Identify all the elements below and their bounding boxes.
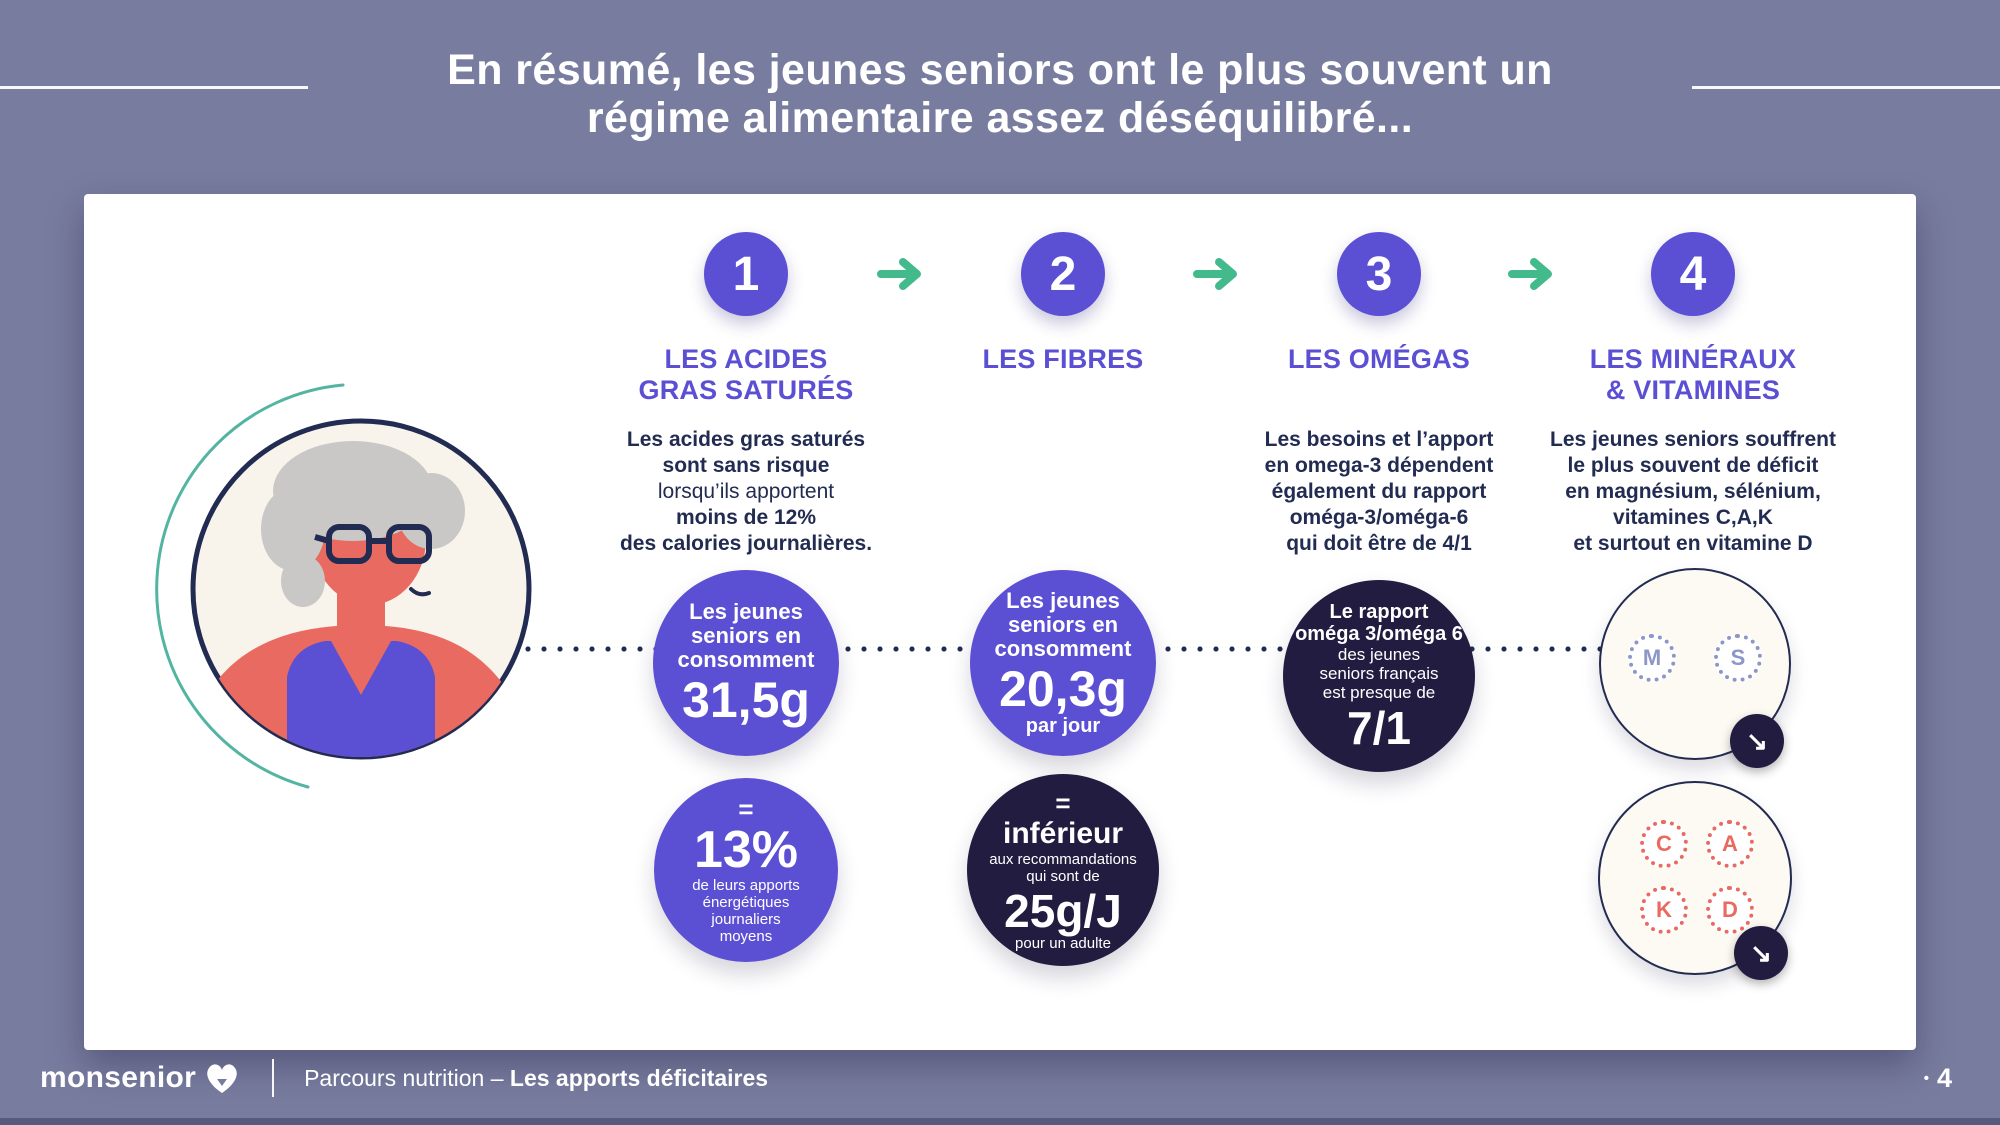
vitamin-badge-k: K: [1640, 886, 1688, 934]
footer-section: Parcours nutrition – Les apports déficit…: [304, 1065, 768, 1092]
minerals-circle: M S ↘: [1599, 568, 1791, 768]
fiber-intake-circle: Les jeunes seniors en consomment 20,3g p…: [970, 570, 1156, 756]
step-1-title: LES ACIDES GRAS SATURÉS: [638, 344, 854, 405]
step-1-number: 1: [704, 232, 788, 316]
step-2-number: 2: [1021, 232, 1105, 316]
arrow-right-icon: [877, 258, 921, 290]
bottom-edge: [0, 1118, 2000, 1125]
diagonal-arrow-icon: ↘: [1734, 926, 1788, 980]
slide-title-line2: régime alimentaire assez déséquilibré...: [586, 94, 1414, 142]
step-4-description: Les jeunes seniors souffrent le plus sou…: [1550, 428, 1836, 555]
omega-ratio-value: 7/1: [1347, 701, 1411, 754]
slide-title: En résumé, les jeunes seniors ont le plu…: [0, 46, 2000, 142]
arrow-right-icon: [1508, 258, 1552, 290]
page-number: • 4: [1923, 1062, 1952, 1093]
step-1-description: Les acides gras saturés sont sans risque…: [619, 428, 873, 555]
vitamin-badge-d: D: [1706, 886, 1754, 934]
arrow-right-icon: [1193, 258, 1237, 290]
brand: monsenior: [40, 1059, 242, 1097]
glasses-icon: [314, 524, 432, 564]
step-3-title: LES OMÉGAS: [1287, 344, 1471, 374]
mineral-badge-m: M: [1628, 634, 1676, 682]
saturated-intake-value: 31,5g: [682, 672, 810, 728]
step-3-description: Les besoins et l’apport en omega-3 dépen…: [1264, 428, 1494, 555]
vitamins-circle: C A K D ↘: [1598, 781, 1792, 980]
fiber-gap-value: 25g/J: [1004, 884, 1122, 937]
title-rule-right: [1692, 86, 2000, 89]
title-rule-left: [0, 86, 308, 89]
slide-title-line1: En résumé, les jeunes seniors ont le plu…: [447, 46, 1553, 94]
vitamin-badge-a: A: [1706, 820, 1754, 868]
footer: monsenior Parcours nutrition – Les appor…: [40, 1052, 1952, 1104]
brand-name: monsenior: [40, 1061, 197, 1094]
diagonal-arrow-icon: ↘: [1730, 714, 1784, 768]
fiber-gap-circle: = inférieur aux recommandations qui sont…: [967, 774, 1159, 966]
step-4-number: 4: [1651, 232, 1735, 316]
step-3-number: 3: [1337, 232, 1421, 316]
saturated-share-value: 13%: [693, 821, 799, 879]
vitamin-badge-c: C: [1640, 820, 1688, 868]
content-card: 1 2 3 4 LES ACIDES GRAS SATURÉS LES FIBR…: [84, 194, 1916, 1050]
omega-ratio-circle: Le rapport oméga 3/oméga 6 des jeunes se…: [1283, 580, 1475, 772]
step-2-title: LES FIBRES: [982, 344, 1144, 374]
saturated-share-circle: = 13% de leurs apports énergétiques jour…: [654, 778, 838, 962]
equals-sign: =: [738, 794, 754, 824]
brand-heart-logo-icon: [202, 1059, 242, 1097]
fiber-intake-value: 20,3g: [999, 661, 1127, 717]
mineral-badge-s: S: [1714, 634, 1762, 682]
fiber-gap-note: pour un adulte: [1015, 934, 1111, 952]
fiber-gap-word: inférieur: [1002, 816, 1124, 850]
saturated-intake-circle: Les jeunes seniors en consomment 31,5g: [653, 570, 839, 756]
decorative-arc: [155, 383, 345, 789]
equals-sign: =: [1055, 787, 1071, 818]
senior-portrait-illustration: [183, 411, 539, 772]
fiber-intake-unit: par jour: [1025, 715, 1101, 737]
footer-section-label: Parcours nutrition –: [304, 1064, 510, 1091]
footer-section-title: Les apports déficitaires: [509, 1064, 769, 1091]
footer-divider: [272, 1059, 275, 1097]
step-4-title: LES MINÉRAUX & VITAMINES: [1589, 344, 1797, 405]
